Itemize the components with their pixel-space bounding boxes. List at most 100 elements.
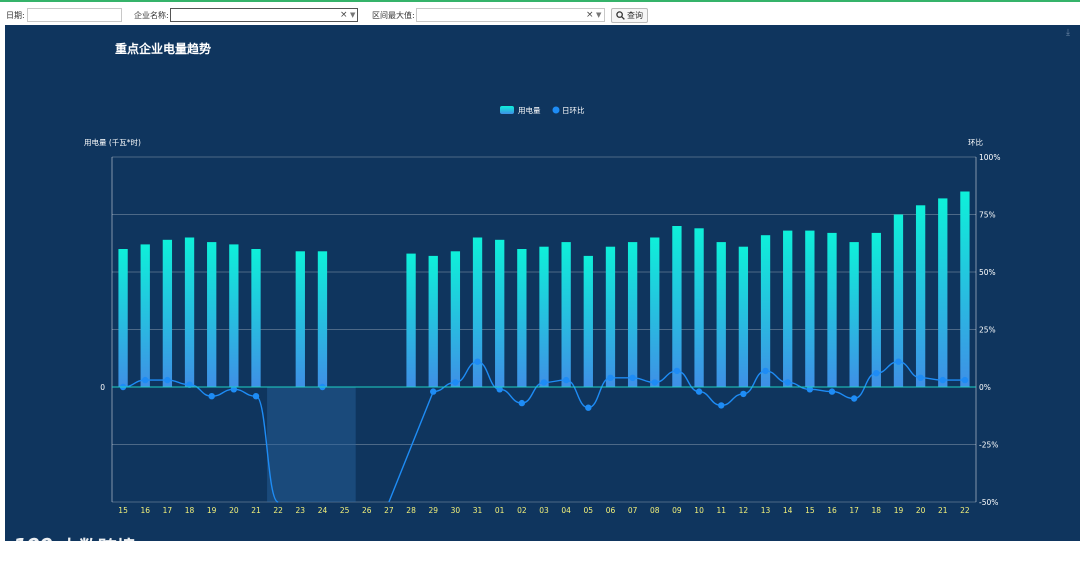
line-point	[673, 367, 681, 375]
x-tick-label: 31	[473, 506, 483, 515]
bar	[428, 255, 438, 387]
x-tick-label: 27	[384, 506, 394, 515]
x-tick-label: 17	[163, 506, 173, 515]
line-point	[873, 370, 880, 377]
company-select[interactable]	[170, 8, 358, 22]
date-input[interactable]	[27, 8, 122, 22]
line-point	[784, 379, 791, 386]
left-tick-label: 0	[100, 383, 105, 392]
x-tick-label: 22	[960, 506, 970, 515]
right-axis-label: 环比	[968, 137, 983, 147]
right-tick-label: 0%	[979, 383, 991, 392]
x-tick-label: 15	[805, 506, 815, 515]
query-button[interactable]: 查询	[611, 8, 648, 23]
company-clear-icon[interactable]: ×	[340, 10, 348, 20]
x-tick-label: 30	[451, 506, 461, 515]
download-icon[interactable]: ⤓	[1066, 28, 1070, 38]
line-point	[629, 374, 636, 381]
line-point	[142, 376, 149, 384]
x-tick-label: 06	[606, 506, 616, 515]
line-point	[607, 374, 614, 381]
line-point	[585, 404, 592, 411]
line-point	[939, 376, 946, 384]
line-point	[540, 379, 548, 386]
chart-panel: 重点企业电量趋势 用电量 日环比 用电量 (千瓦*时) 环比 100% 75% 50%…	[5, 25, 1080, 559]
line-point	[695, 388, 703, 395]
legend-bar-label: 用电量	[518, 105, 541, 115]
x-tick-label: 05	[584, 506, 594, 515]
bar	[627, 242, 638, 387]
x-tick-label: 21	[938, 506, 948, 515]
bar-series	[118, 191, 970, 387]
right-tick-label: 25%	[979, 326, 996, 335]
x-tick-label: 15	[118, 506, 128, 515]
line-point	[762, 367, 769, 375]
line-point	[806, 386, 814, 393]
bar	[517, 249, 527, 387]
line-point	[518, 399, 526, 407]
x-tick-label: 03	[539, 506, 549, 515]
legend-line-label: 日环比	[562, 105, 585, 115]
electricity-trend-chart: 重点企业电量趋势 用电量 日环比 用电量 (千瓦*时) 环比 100%75%50%…	[84, 41, 1000, 515]
chart-legend: 用电量 日环比	[500, 105, 585, 115]
bar	[118, 249, 128, 387]
bar	[162, 239, 173, 387]
bar	[495, 239, 505, 387]
watermark-text: 大数跨境	[59, 536, 136, 559]
right-tick-label: 75%	[979, 211, 996, 220]
watermark-logo: 100	[13, 534, 53, 558]
x-tick-label: 04	[561, 506, 571, 515]
bar	[716, 242, 726, 387]
x-tick-label: 18	[185, 506, 195, 515]
bar	[694, 228, 704, 387]
chart-title: 重点企业电量趋势	[115, 41, 211, 56]
search-icon	[616, 11, 625, 20]
bar	[251, 249, 261, 387]
line-point	[252, 393, 260, 400]
company-chevron-down-icon[interactable]: ▼	[350, 11, 356, 19]
bar	[184, 237, 195, 387]
bar	[450, 251, 461, 387]
x-tick-label: 16	[140, 506, 150, 515]
line-point	[452, 379, 459, 386]
line-point	[562, 376, 570, 384]
bar	[805, 230, 815, 387]
line-point	[850, 395, 858, 402]
line-point	[917, 374, 924, 381]
x-tick-label: 24	[318, 506, 328, 515]
bar	[760, 235, 771, 387]
bar	[207, 242, 217, 387]
x-tick-label: 25	[340, 506, 350, 515]
x-tick-label: 11	[716, 506, 726, 515]
line-point	[651, 379, 658, 386]
region-clear-icon[interactable]: ×	[586, 10, 594, 20]
x-tick-label: 02	[517, 506, 527, 515]
region-max-select[interactable]	[416, 8, 605, 22]
line-point	[474, 358, 481, 365]
right-tick-label: -25%	[979, 441, 998, 450]
axes	[111, 157, 977, 502]
bar	[960, 191, 970, 387]
filter-toolbar: 日期: 企业名称: × ▼ 区间最大值: × ▼ 查询	[0, 0, 1080, 25]
bar	[849, 242, 859, 387]
line-point	[895, 358, 902, 365]
date-label: 日期:	[6, 11, 25, 20]
bar	[317, 251, 328, 387]
right-tick-label: 50%	[979, 268, 996, 277]
bar	[893, 214, 904, 387]
x-tick-label: 23	[296, 506, 306, 515]
bar	[140, 244, 150, 387]
bar	[229, 244, 239, 387]
region-chevron-down-icon[interactable]: ▼	[596, 11, 602, 19]
bar	[583, 255, 593, 387]
bar	[295, 251, 305, 387]
line-point	[230, 386, 238, 393]
x-tick-label: 26	[362, 506, 372, 515]
bar	[539, 246, 549, 387]
line-point	[740, 390, 747, 398]
x-axis-ticks: 15 16 17 18 19 20 21 22 23 24 25 26 27 28 29 30 31 01 02 03…	[118, 506, 970, 515]
bar	[783, 230, 793, 387]
x-tick-label: 29	[428, 506, 438, 515]
x-tick-label: 18	[872, 506, 882, 515]
right-tick-label: -50%	[979, 498, 998, 507]
